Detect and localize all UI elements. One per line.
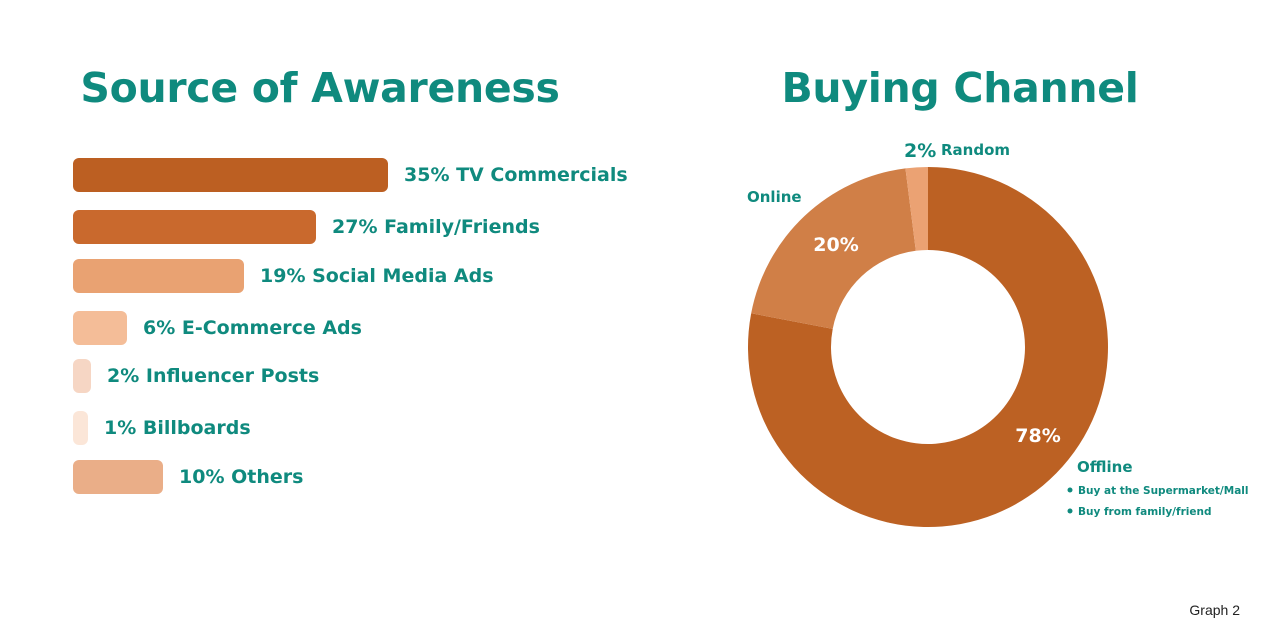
bar-label: 27% Family/Friends — [332, 216, 540, 238]
slice-value-offline: 78% — [1015, 425, 1060, 447]
offline-detail: Buy from family/friend — [1078, 506, 1211, 518]
slice-value-online: 20% — [813, 234, 858, 256]
bullet-dot — [1067, 487, 1073, 493]
offline-detail: Buy at the Supermarket/Mall — [1078, 485, 1248, 497]
bar-label: 19% Social Media Ads — [260, 265, 494, 287]
slice-online — [751, 168, 916, 329]
graph-caption: Graph 2 — [1189, 602, 1240, 618]
bar-label: 1% Billboards — [104, 417, 251, 439]
bar-family-friends — [73, 210, 316, 244]
awareness-chart-title: Source of Awareness — [80, 64, 560, 112]
bar-label: 35% TV Commercials — [404, 164, 628, 186]
bar-tv-commercials — [73, 158, 388, 192]
slice-offline — [748, 167, 1109, 527]
bar-billboards — [73, 411, 88, 445]
bar-social-media-ads — [73, 259, 244, 293]
bullet-dot — [1067, 508, 1073, 514]
awareness-bar-chart: 35% TV Commercials 27% Family/Friends 19% … — [73, 158, 628, 494]
bar-e-commerce-ads — [73, 311, 127, 345]
slice-label-random: Random — [941, 141, 1010, 159]
bar-label: 6% E-Commerce Ads — [143, 317, 362, 339]
bar-others — [73, 460, 163, 494]
bar-label: 2% Influencer Posts — [107, 365, 320, 387]
bar-influencer-posts — [73, 359, 91, 393]
slice-label-offline: Offline — [1077, 458, 1133, 476]
buying-channel-chart-title: Buying Channel — [781, 64, 1139, 112]
slice-random — [905, 167, 928, 251]
bar-label: 10% Others — [179, 466, 304, 488]
slice-value-random: 2% — [904, 140, 936, 162]
slice-label-online: Online — [747, 188, 802, 206]
